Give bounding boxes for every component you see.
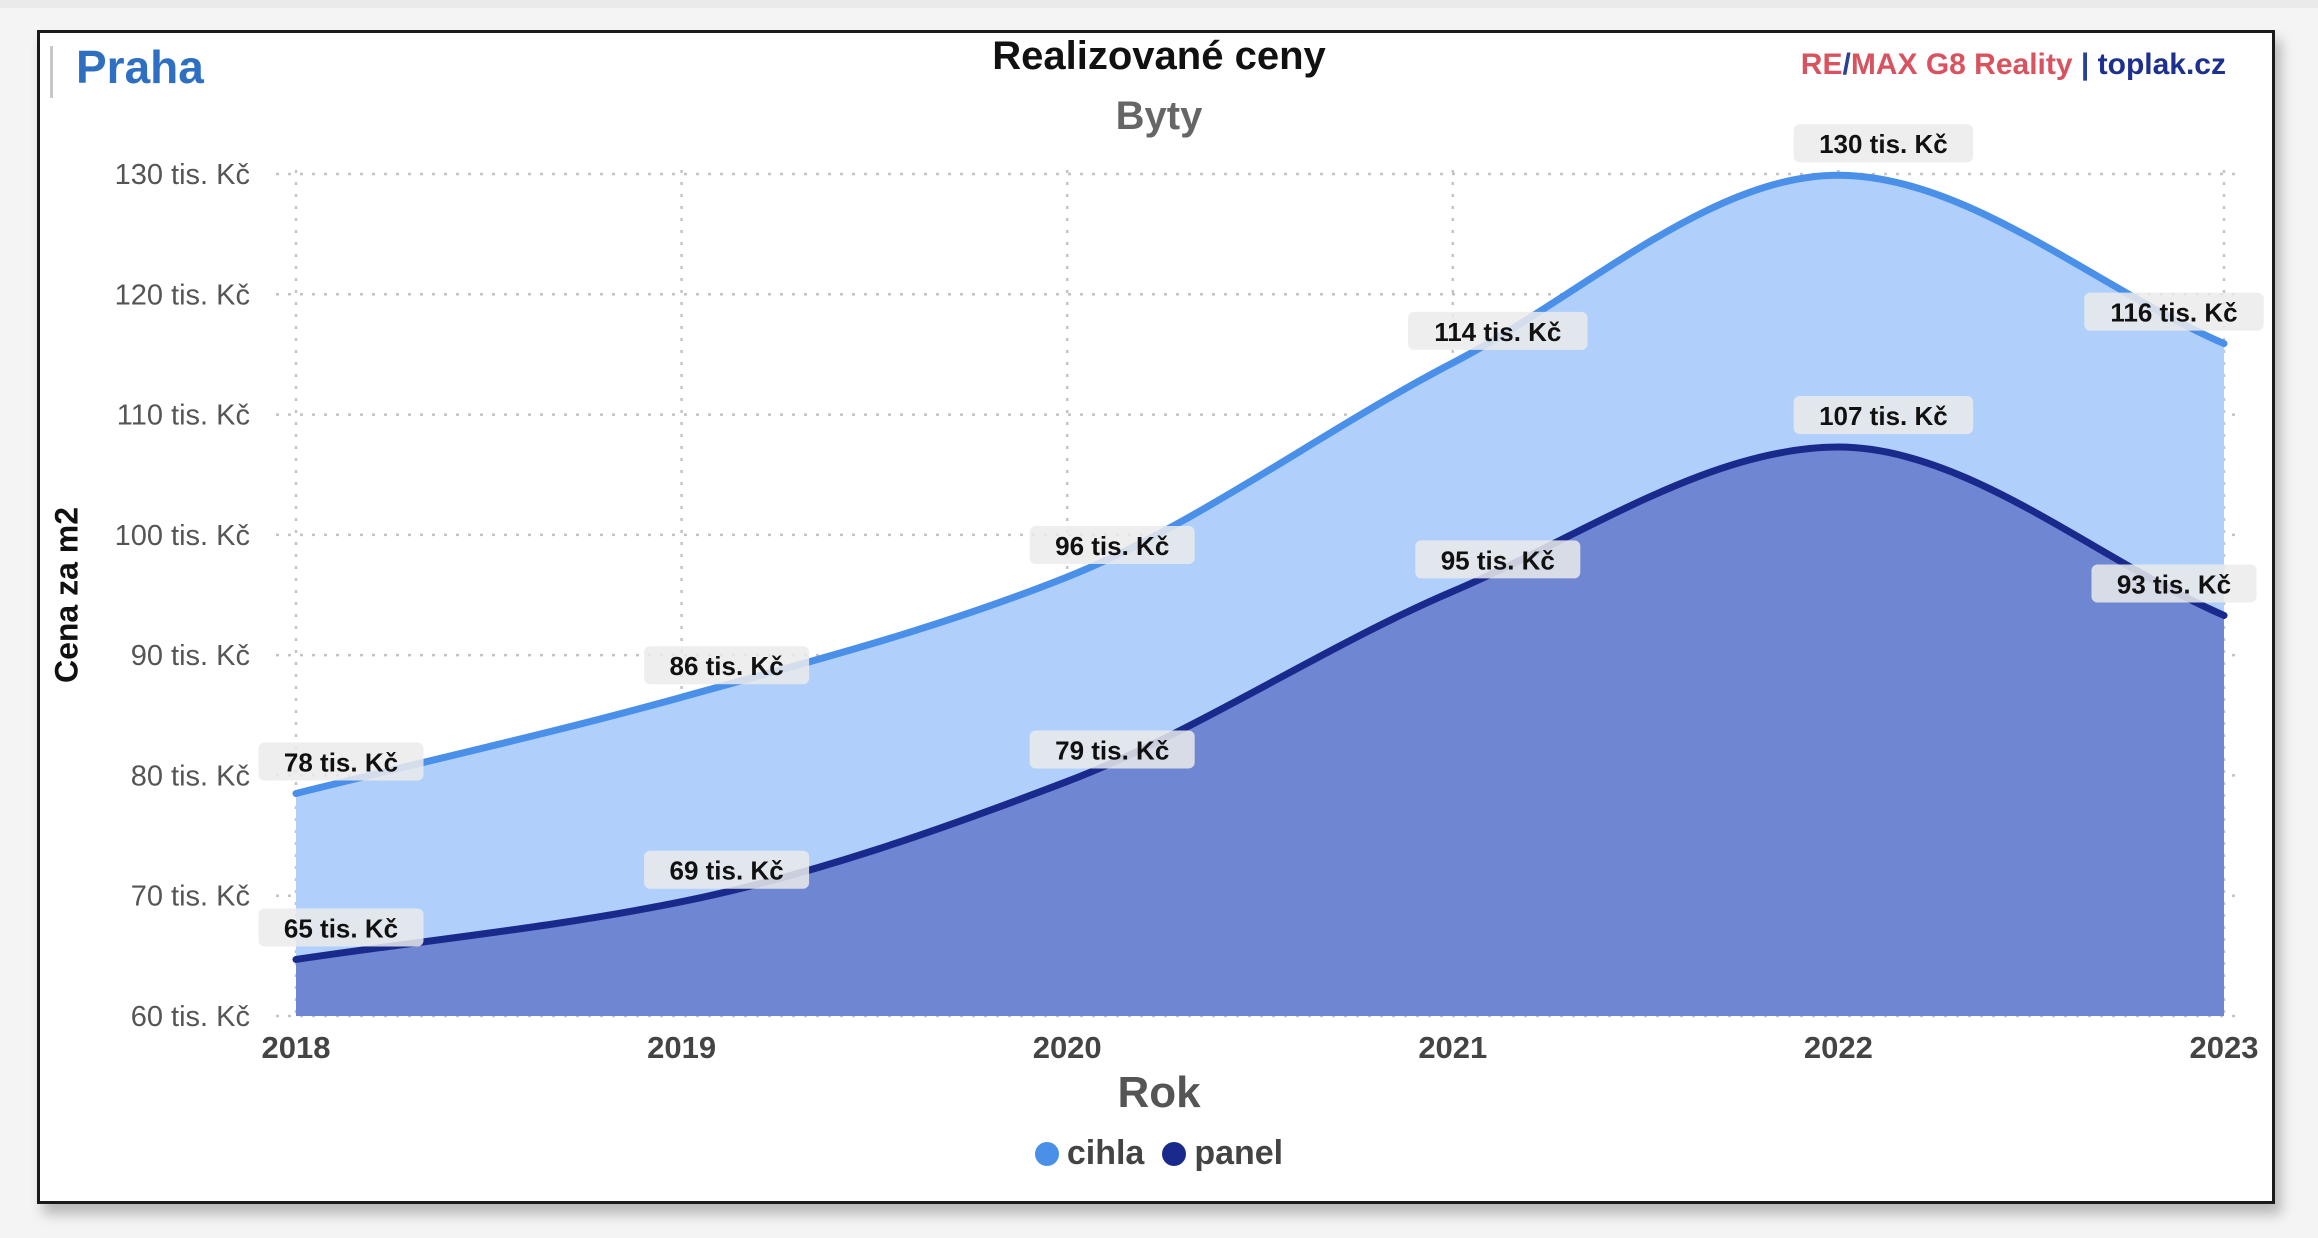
data-label-cihla-2020: 96 tis. Kč	[1055, 531, 1169, 561]
x-tick-label-2023: 2023	[2190, 1030, 2259, 1065]
legend-label-cihla: cihla	[1066, 1134, 1145, 1172]
y-tick-label-80: 80 tis. Kč	[131, 760, 250, 792]
data-label-panel-2019: 69 tis. Kč	[670, 856, 784, 886]
series-line-panel	[292, 443, 2228, 963]
x-tick-label-2018: 2018	[262, 1030, 331, 1065]
data-label-bg-panel-2023	[2091, 564, 2257, 603]
data-label-cihla-2021: 114 tis. Kč	[1434, 317, 1561, 347]
x-axis-label: Rok	[1117, 1068, 1201, 1117]
data-label-cihla-2019: 86 tis. Kč	[670, 651, 784, 681]
x-tick-label-2022: 2022	[1804, 1030, 1873, 1065]
data-label-bg-panel-2020	[1029, 730, 1195, 769]
data-label-bg-cihla-2019	[644, 646, 810, 685]
data-label-bg-panel-2019	[644, 850, 810, 889]
y-tick-label-120: 120 tis. Kč	[115, 279, 250, 311]
y-tick-label-130: 130 tis. Kč	[115, 159, 250, 191]
brand-site: toplak.cz	[2097, 48, 2226, 81]
legend-label-panel: panel	[1194, 1134, 1284, 1172]
chart-title: Realizované ceny	[992, 34, 1326, 78]
data-label-bg-panel-2022	[1793, 396, 1974, 435]
y-tick-label-60: 60 tis. Kč	[131, 1001, 250, 1033]
y-tick-label-110: 110 tis. Kč	[117, 400, 250, 432]
legend: cihla panel	[0, 1134, 2318, 1173]
data-label-bg-panel-2018	[258, 908, 424, 947]
legend-item-cihla[interactable]: cihla	[1034, 1134, 1145, 1173]
legend-dot-panel	[1162, 1141, 1187, 1166]
data-label-panel-2021: 95 tis. Kč	[1441, 545, 1555, 575]
data-label-bg-panel-2021	[1415, 540, 1581, 579]
brand-logo-text: RE/MAX G8 Reality | toplak.cz	[1801, 48, 2226, 82]
y-tick-label-100: 100 tis. Kč	[115, 520, 250, 552]
legend-item-panel[interactable]: panel	[1162, 1134, 1283, 1173]
brand-separator: |	[2072, 48, 2098, 81]
y-tick-label-70: 70 tis. Kč	[131, 881, 250, 913]
x-tick-label-2021: 2021	[1418, 1030, 1487, 1065]
legend-dot-cihla	[1034, 1141, 1059, 1166]
brand-max: MAX G8 Reality	[1850, 48, 2073, 81]
brand-slash: /	[1842, 48, 1851, 81]
city-accent-bar	[50, 46, 53, 98]
series-area-panel	[296, 447, 2224, 1016]
x-tick-label-2019: 2019	[647, 1030, 716, 1065]
brand-re: RE	[1800, 48, 1843, 81]
data-label-panel-2022: 107 tis. Kč	[1819, 401, 1948, 431]
data-label-bg-cihla-2021	[1408, 311, 1588, 350]
data-label-bg-cihla-2018	[258, 742, 424, 781]
data-label-bg-cihla-2022	[1793, 124, 1974, 163]
data-label-cihla-2022: 130 tis. Kč	[1819, 129, 1948, 159]
data-label-cihla-2023: 116 tis. Kč	[2110, 298, 2237, 328]
data-label-bg-cihla-2023	[2084, 292, 2264, 331]
chart-subtitle: Byty	[1115, 94, 1203, 138]
data-label-bg-cihla-2020	[1029, 525, 1195, 564]
x-tick-label-2020: 2020	[1033, 1030, 1102, 1065]
data-label-cihla-2018: 78 tis. Kč	[284, 747, 398, 777]
page-background-strip	[0, 0, 2318, 8]
y-axis-label: Cena za m2	[48, 506, 85, 684]
data-label-panel-2020: 79 tis. Kč	[1055, 735, 1169, 765]
y-tick-label-90: 90 tis. Kč	[131, 640, 250, 672]
data-label-panel-2018: 65 tis. Kč	[284, 913, 398, 943]
series-line-cihla	[292, 171, 2228, 797]
city-title: Praha	[76, 41, 204, 93]
data-label-panel-2023: 93 tis. Kč	[2117, 569, 2231, 599]
